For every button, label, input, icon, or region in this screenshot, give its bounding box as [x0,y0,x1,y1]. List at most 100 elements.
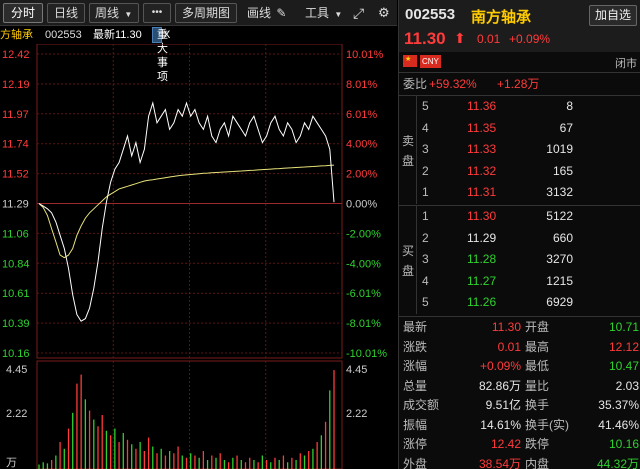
orderbook-volume: 1019 [546,142,573,156]
currency-tag: CNY [420,55,441,68]
orderbook-price: 11.35 [467,120,497,135]
percent-tick-label: 4.00% [346,139,377,151]
percent-tick-label: -6.01% [346,288,381,300]
buy-side-label-2: 盘 [402,264,415,278]
stat-row: 总量 82.86万 量比 2.03 [399,377,640,397]
commission-diff: +1.28万 [497,77,540,91]
stat-value: 35.37% [598,398,639,412]
sell-side-label-1: 卖 [402,134,415,148]
arrow-up-icon: ⬆ [454,30,466,46]
orderbook-price: 11.30 [467,209,497,223]
stat-label: 涨跌 [403,339,428,354]
orderbook-volume: 1215 [546,273,573,288]
volume-tick-label: 2.22 [6,408,27,420]
stock-name-label: 方轴承 [0,29,33,41]
chart-info-bar: 方轴承 002553 最新11.30 重大事项 X [0,26,397,83]
orderbook-price: 11.26 [467,295,497,309]
orderbook-row[interactable]: 2 11.29 660 [399,228,640,249]
orderbook-volume: 3270 [546,252,573,266]
tab-weekly[interactable]: 周线 ▼ [89,3,139,23]
stat-label: 涨幅 [403,359,428,373]
orderbook-level: 5 [422,99,429,113]
stat-value: +0.09% [479,359,521,373]
stat-label: 涨停 [403,437,428,451]
orderbook-level: 2 [422,163,429,178]
orderbook-volume: 3132 [546,185,573,199]
multi-period-button[interactable]: 多周期图 [175,3,237,23]
stat-value: 0.01 [497,339,521,354]
stat-row: 成交额 9.51亿 换手 35.37% [399,396,640,416]
market-status: 闭市 [615,58,637,70]
stat-row: 涨幅 +0.09% 最低 10.47 [399,357,640,377]
orderbook-row[interactable]: 3 11.28 3270 [399,249,640,270]
commission-row: 委比 +59.32% +1.28万 [399,73,640,95]
orderbook-volume: 8 [566,99,573,113]
more-button[interactable]: ••• [143,3,171,23]
orderbook-volume: 6929 [546,295,573,309]
chart-grid [36,44,343,469]
orderbook-price: 11.33 [467,142,497,156]
settings-icon[interactable]: ⚙ [378,5,390,20]
draw-line-button[interactable]: 画线 ✎ [247,3,286,23]
stat-label: 最高 [525,339,550,354]
orderbook-level: 3 [422,252,429,266]
market-row: ★ CNY 闭市 [399,52,640,72]
major-event-tag[interactable]: 重大事项 X [152,27,170,83]
stat-value: 12.12 [608,339,639,354]
percent-tick-label: 0.00% [346,199,377,211]
tools-label: 工具 [305,6,330,20]
chevron-down-icon: ▼ [124,10,133,19]
price-line [38,101,335,322]
orderbook-volume: 165 [552,163,573,178]
tab-intraday[interactable]: 分时 [3,3,43,23]
bid-book: 买 盘 1 11.30 5122 2 11.29 660 3 11.28 3270 4 11.27 1… [399,206,640,314]
orderbook-row[interactable]: 1 11.30 5122 [399,206,640,227]
orderbook-row[interactable]: 3 11.33 1019 [399,139,640,160]
price-change: 0.01 [477,32,501,46]
current-price: 11.30 [404,29,446,48]
orderbook-row[interactable]: 1 11.31 3132 [399,182,640,203]
percent-tick-label: 2.00% [346,169,377,181]
stat-label: 换手(实) [525,417,569,432]
orderbook-price: 11.27 [467,273,497,288]
percent-tick-label: 10.01% [346,49,384,61]
stat-value: 14.61% [480,417,521,432]
orderbook-level: 4 [422,273,429,288]
orderbook-level: 5 [422,295,429,309]
stat-label: 总量 [403,378,428,393]
intraday-chart[interactable]: 12.42 12.19 11.97 11.74 11.52 11.29 11.06 10.84… [0,44,397,469]
stat-label: 量比 [525,378,550,393]
orderbook-price: 11.36 [467,99,497,113]
stat-value: 9.51亿 [485,398,521,412]
orderbook-row[interactable]: 4 11.27 1215 [399,271,640,292]
stat-label: 开盘 [525,320,550,334]
stats-table: 最新 11.30 开盘 10.71 涨跌 0.01 最高 12.12 涨幅 +0.09% 最低 10.… [399,318,640,469]
commission-pct: +59.32% [429,77,477,91]
tab-daily[interactable]: 日线 [47,3,85,23]
stat-label: 跌停 [525,437,550,451]
stat-value: 10.47 [608,359,639,373]
orderbook-volume: 67 [559,120,573,135]
chevron-down-icon: ▼ [334,10,343,19]
flag-star-icon: ★ [405,56,412,63]
latest-price-label: 最新11.30 [93,29,142,41]
orderbook-volume: 5122 [546,209,573,223]
tools-button[interactable]: 工具 ▼ [305,3,342,23]
close-icon[interactable]: X [163,29,171,41]
percent-tick-label: 6.01% [346,109,377,121]
add-watchlist-button[interactable]: 加自选 [589,5,637,26]
stat-label: 最新 [403,320,428,334]
stat-label: 成交额 [403,398,440,412]
expand-icon[interactable]: ⤢ [353,5,365,21]
ask-book: 卖 盘 5 11.36 8 4 11.35 67 3 11.33 1019 2 11.32 165 1 1… [399,96,640,204]
pencil-icon: ✎ [276,6,287,20]
price-tick-label: 11.52 [2,169,29,181]
stat-value: 44.32万 [596,456,639,469]
volume-tick-label: 4.45 [6,364,27,376]
orderbook-row[interactable]: 5 11.26 6929 [399,292,640,313]
orderbook-volume: 660 [552,230,573,245]
orderbook-row[interactable]: 2 11.32 165 [399,161,640,182]
stat-row: 涨跌 0.01 最高 12.12 [399,338,640,358]
orderbook-row[interactable]: 5 11.36 8 [399,96,640,117]
orderbook-row[interactable]: 4 11.35 67 [399,118,640,139]
